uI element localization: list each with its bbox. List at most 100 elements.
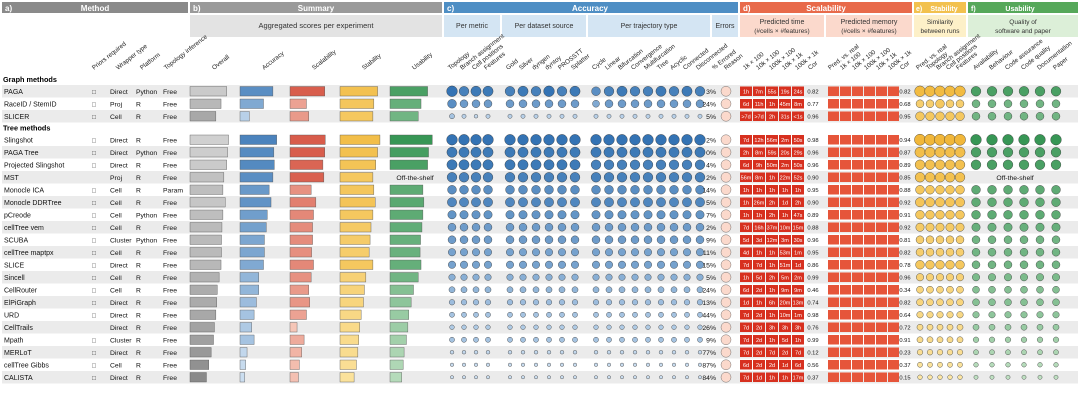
time-cell [740,185,752,195]
time-cell [766,86,778,96]
trajectory-circle [658,336,664,343]
usability-bar [389,86,428,97]
source-circle [559,311,565,318]
memory-cell [888,247,899,257]
trajectory-circle [684,324,690,330]
time-cell [779,310,791,320]
time-value: 1h [769,313,775,319]
time-cell [766,172,778,182]
stability-circle [917,361,923,368]
usability-circle [1002,86,1014,97]
memory-cell [828,272,839,282]
metric-circle [472,286,480,293]
stability-circle [945,260,955,270]
summary-col-header: Accuracy [261,50,286,72]
error-reason-pie [720,284,732,295]
trajectory-circle [616,159,628,170]
trajectory-circle [629,134,641,146]
trajectory-circle [606,350,612,355]
usability-circle [1034,134,1046,146]
stability-circle [916,324,924,331]
memory-cell [840,335,851,345]
time-cell [766,222,778,232]
time-cell [792,86,804,96]
usability-circle [1003,260,1013,269]
scalability-bar [289,322,298,333]
memory-cell [828,135,839,145]
stability-circle [915,197,925,208]
trajectory-circle [604,235,614,244]
memory-cell [888,197,899,207]
time-cell [792,322,804,332]
time-cell [740,172,752,182]
usability-circle [1003,222,1013,232]
source-circle [507,336,513,343]
usability-circle [1036,311,1044,319]
priors-required: □ [92,337,96,344]
memory-cell [888,222,899,232]
usability-circle [971,112,981,121]
stability-bar [339,134,381,145]
platform: Python [136,212,157,219]
time-value: 3h [795,325,801,331]
wrapper-type: Cell [110,225,122,232]
time-cell [766,260,778,270]
stability-circle [944,159,956,170]
time-value: 5d [743,238,749,244]
memory-cell [876,185,887,195]
memory-cell [876,372,887,382]
off-the-shelf-label: Off-the-shelf [396,175,433,182]
metric-circle [485,324,491,330]
trajectory-circle [643,235,653,244]
usability-circle [1020,273,1028,282]
method-name: Sincell [4,275,25,282]
accuracy-bar [239,309,255,320]
time-cell [766,310,778,320]
errored-percent: 24% [702,287,716,294]
trajectory-circle [633,375,637,380]
memory-cell [828,310,839,320]
source-circle [545,286,553,293]
metric-circle [460,286,468,293]
memory-cell [840,360,851,370]
trajectory-circle [643,197,653,208]
stability-circle [935,99,945,109]
memory-cell [864,210,875,220]
memory-cell [876,135,887,145]
trajectory-circle [683,248,691,257]
panel-b-sub-bg [190,15,442,37]
memory-cell [840,297,851,307]
stability-bar [339,259,374,270]
memory-cell [852,297,863,307]
metric-circle [449,324,455,330]
time-value: 59s [768,150,777,156]
trajectory-circle [592,273,600,281]
method-name: ElPiGraph [4,300,36,307]
source-circle [505,99,515,108]
metric-circle [485,336,491,343]
wrapper-type: Direct [110,137,128,144]
trajectory-circle [642,134,654,146]
platform: R [136,187,141,194]
row-stripe [2,110,1078,123]
time-cor: 0.96 [807,238,818,244]
panel-f-title: Usability [1005,6,1034,13]
time-cell [792,185,804,195]
source-circle [546,311,552,318]
memory-cell [888,160,899,170]
trajectory-circle [603,134,615,146]
time-value: 7d [743,325,749,331]
trajectory-circle [632,311,638,318]
memory-cor: 0.92 [899,200,910,206]
time-cell [792,272,804,282]
time-value: 1h [769,288,775,294]
method-name: Projected Slingshot [4,162,64,169]
stability-circle [945,235,955,244]
source-circle [518,223,528,232]
trajectory-circle [644,248,652,257]
stability-bar [339,247,370,258]
stability-circle [935,210,945,220]
time-cell [792,197,804,207]
stability-circle [935,235,945,244]
source-circle [520,324,526,330]
